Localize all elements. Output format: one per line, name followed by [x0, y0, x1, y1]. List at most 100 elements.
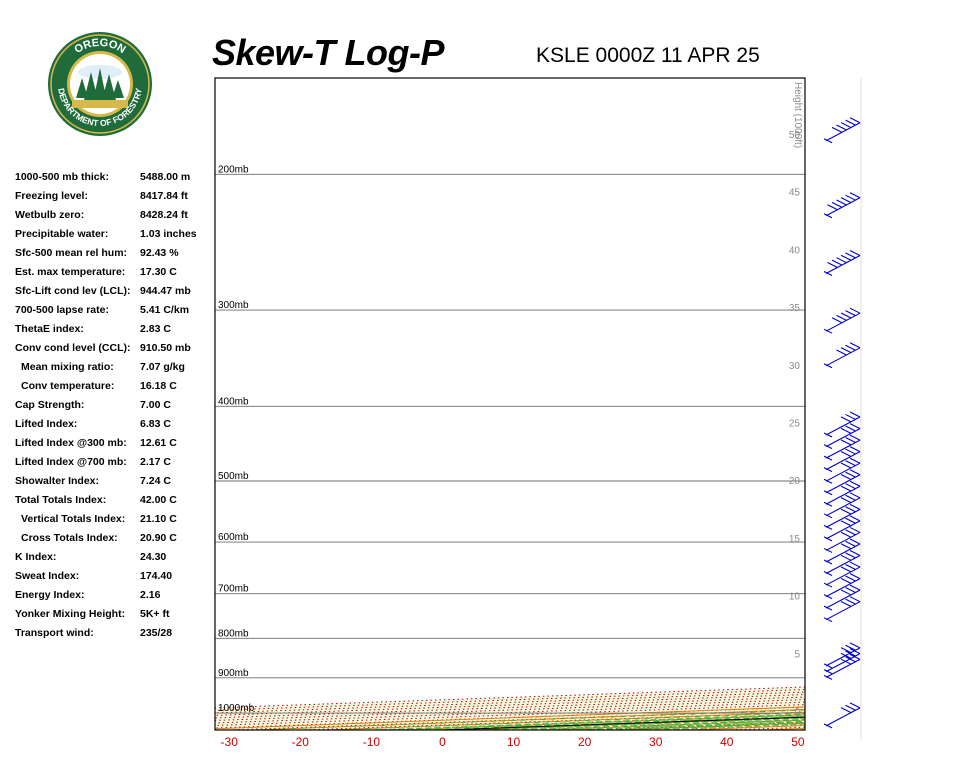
height-tick-label: 5 [794, 649, 800, 660]
wind-barb-base [823, 669, 833, 675]
index-value: 1.03 inches [140, 228, 197, 240]
x-tick-label: -10 [363, 735, 381, 749]
index-label: Conv cond level (CCL): [15, 342, 131, 354]
index-row: Est. max temperature: 17.30 C [15, 263, 220, 282]
index-value: 5K+ ft [140, 608, 170, 620]
index-label: ThetaE index: [15, 323, 84, 335]
wind-barb [825, 702, 861, 727]
index-row: Showalter Index: 7.24 C [15, 472, 220, 491]
index-row: Sfc-Lift cond lev (LCL): 944.47 mb [15, 282, 220, 301]
isobars: 1000mb 900mb 800mb 700mb 600mb 500mb 400mb 300m… [215, 164, 805, 714]
index-label: Sfc-Lift cond lev (LCL): [15, 285, 131, 297]
x-tick-label: -30 [221, 735, 239, 749]
index-row: Cap Strength: 7.00 C [15, 396, 220, 415]
index-label: Precipitable water: [15, 228, 109, 240]
index-row: 1000-500 mb thick: 5488.00 m [15, 168, 220, 187]
index-row: Conv temperature: 16.18 C [15, 377, 220, 396]
index-label: Lifted Index @700 mb: [15, 456, 127, 468]
x-tick-label: 30 [649, 735, 663, 749]
index-value: 42.00 C [140, 494, 177, 506]
index-row: Sweat Index: 174.40 [15, 567, 220, 586]
isobar-label: 900mb [218, 668, 249, 679]
index-value: 235/28 [140, 627, 173, 639]
index-row: Transport wind: 235/28 [15, 624, 220, 643]
index-label: Vertical Totals Index: [21, 513, 126, 525]
index-value: 92.43 % [140, 247, 179, 259]
index-value: 2.16 [140, 589, 161, 601]
index-label: Sweat Index: [15, 570, 80, 582]
isotherm [869, 78, 960, 730]
index-label: Total Totals Index: [15, 494, 107, 506]
wind-barb [825, 561, 861, 586]
x-tick-label: 10 [507, 735, 521, 749]
height-tick-label: 30 [789, 361, 801, 372]
index-label: Cap Strength: [15, 399, 85, 411]
height-tick-label: 50 [789, 130, 801, 141]
wind-barb [825, 515, 861, 540]
wind-barb [825, 249, 861, 274]
dry-adiabat [831, 82, 960, 730]
index-value: 8417.84 ft [140, 190, 188, 202]
index-row: Mean mixing ratio: 7.07 g/kg [15, 358, 220, 377]
wind-barb-base [823, 478, 833, 484]
dry-adiabat [904, 82, 960, 730]
index-label: Yonker Mixing Height: [15, 608, 126, 620]
index-row: ThetaE index: 2.83 C [15, 320, 220, 339]
x-tick-label: 40 [720, 735, 734, 749]
height-tick-label: 35 [789, 303, 801, 314]
wind-barb-base [823, 571, 833, 577]
wind-barb-base [823, 524, 833, 530]
wind-barb-base [823, 363, 833, 369]
height-tick-label: 45 [789, 188, 801, 199]
wind-barb [825, 648, 861, 673]
x-tick-label: 0 [439, 735, 446, 749]
index-value: 6.83 C [140, 418, 171, 430]
x-tick-label: 50 [791, 735, 805, 749]
wind-barb [825, 342, 861, 367]
index-label: Transport wind: [15, 627, 94, 639]
station-time-label: KSLE 0000Z 11 APR 25 [536, 44, 760, 67]
wind-barb [825, 192, 861, 217]
index-label: Cross Totals Index: [21, 532, 118, 544]
index-value: 8428.24 ft [140, 209, 188, 221]
index-label: Freezing level: [15, 190, 88, 202]
wind-barb [825, 457, 861, 482]
index-value: 16.18 C [140, 380, 177, 392]
wind-barb-base [823, 328, 833, 334]
wind-barb [825, 411, 861, 436]
wind-barb [825, 550, 861, 575]
isobar-label: 700mb [218, 584, 249, 595]
wind-barb [825, 307, 861, 332]
wind-barb [825, 480, 861, 505]
index-row: Conv cond level (CCL): 910.50 mb [15, 339, 220, 358]
isotherm [797, 729, 805, 730]
wind-barb-base [823, 213, 833, 219]
index-label: 1000-500 mb thick: [15, 171, 109, 183]
index-value: 174.40 [140, 570, 173, 582]
wind-barb [825, 584, 861, 609]
height-tick-label: 40 [789, 245, 801, 256]
wind-barb-base [823, 594, 833, 600]
logo-top-text: OREGON [72, 37, 127, 56]
index-row: Lifted Index @300 mb: 12.61 C [15, 434, 220, 453]
sounding-traces [952, 89, 960, 716]
wind-barb-base [823, 723, 833, 729]
wind-barb-base [823, 582, 833, 588]
height-tick-label: 15 [789, 534, 801, 545]
isobar-label: 400mb [218, 396, 249, 407]
wind-barb-base [823, 138, 833, 144]
x-axis: -30 -20 -10 0 10 20 30 40 50 [221, 735, 805, 749]
wind-barb-base [823, 605, 833, 611]
index-value: 24.30 [140, 551, 167, 563]
wind-barb [825, 503, 861, 528]
index-row: Cross Totals Index: 20.90 C [15, 529, 220, 548]
index-row: Wetbulb zero: 8428.24 ft [15, 206, 220, 225]
oregon-department-of-forestry-logo: OREGON DEPARTMENT OF FORESTRY [48, 32, 152, 136]
index-label: Est. max temperature: [15, 266, 126, 278]
index-row: Yonker Mixing Height: 5K+ ft [15, 605, 220, 624]
index-value: 944.47 mb [140, 285, 191, 297]
index-value: 7.07 g/kg [140, 361, 185, 373]
wind-barb-base [823, 617, 833, 623]
wind-barb-base [823, 536, 833, 542]
